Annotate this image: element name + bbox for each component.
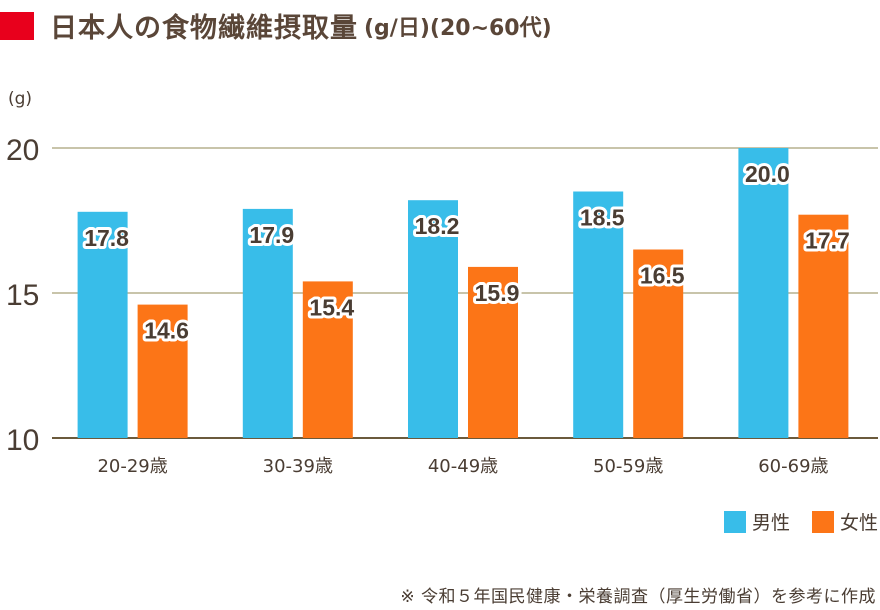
data-label: 15.4 — [309, 294, 354, 320]
bar-male — [77, 211, 128, 438]
legend-swatch-female — [811, 510, 834, 533]
chart-title-bar: 日本人の食物繊維摂取量 (g/日)(20~60代) — [0, 6, 552, 45]
y-axis-label: (g) — [8, 89, 32, 109]
legend: 男性 女性 — [702, 508, 878, 535]
bar-female — [302, 281, 353, 438]
bar-female — [798, 214, 849, 438]
data-label: 17.9 — [249, 222, 294, 248]
bar-male — [573, 191, 624, 438]
source-note: ※ 令和５年国民健康・栄養調査（厚生労働省）を参考に作成 — [400, 587, 876, 607]
legend-label-male: 男性 — [751, 512, 790, 534]
bar-male — [738, 148, 789, 438]
chart-title: 日本人の食物繊維摂取量 — [50, 13, 358, 44]
chart-title-unit: (g/日)(20~60代) — [364, 15, 552, 41]
data-label-halo: 17.8 — [84, 225, 129, 251]
data-label-halo: 15.9 — [475, 280, 520, 306]
y-tick-label: 15 — [6, 279, 39, 312]
data-label-halo: 17.9 — [249, 222, 294, 248]
data-label-halo: 14.6 — [144, 318, 189, 344]
data-label-halo: 18.5 — [580, 205, 625, 231]
data-label: 17.8 — [84, 225, 129, 251]
bar-female — [137, 304, 188, 438]
data-label: 20.0 — [745, 161, 790, 187]
y-tick-label: 20 — [6, 134, 39, 167]
x-tick-label: 50-59歳 — [593, 456, 663, 477]
bar-male — [408, 200, 458, 438]
legend-label-female: 女性 — [839, 512, 878, 534]
data-label: 16.5 — [640, 263, 685, 289]
x-tick-label: 30-39歳 — [263, 456, 333, 477]
bar-female — [633, 249, 684, 438]
data-label: 15.9 — [475, 280, 520, 306]
data-label: 17.7 — [805, 228, 850, 254]
legend-swatch-male — [723, 510, 746, 533]
legend-item-female: 女性 — [811, 508, 878, 535]
x-tick-label: 60-69歳 — [758, 456, 828, 477]
data-label: 18.5 — [580, 205, 625, 231]
data-label-halo: 16.5 — [640, 263, 685, 289]
bar-male — [242, 208, 293, 438]
data-label: 18.2 — [415, 213, 460, 239]
data-label-halo: 18.2 — [415, 213, 460, 239]
data-label: 14.6 — [144, 318, 189, 344]
y-tick-label: 10 — [6, 424, 39, 457]
legend-item-male: 男性 — [723, 508, 790, 535]
data-label-halo: 17.7 — [805, 228, 850, 254]
bar-female — [468, 266, 518, 438]
title-accent-mark — [0, 11, 34, 40]
data-label-halo: 20.0 — [745, 161, 790, 187]
x-tick-label: 20-29歳 — [97, 456, 167, 477]
data-label-halo: 15.4 — [309, 294, 354, 320]
x-tick-label: 40-49歳 — [428, 456, 498, 477]
